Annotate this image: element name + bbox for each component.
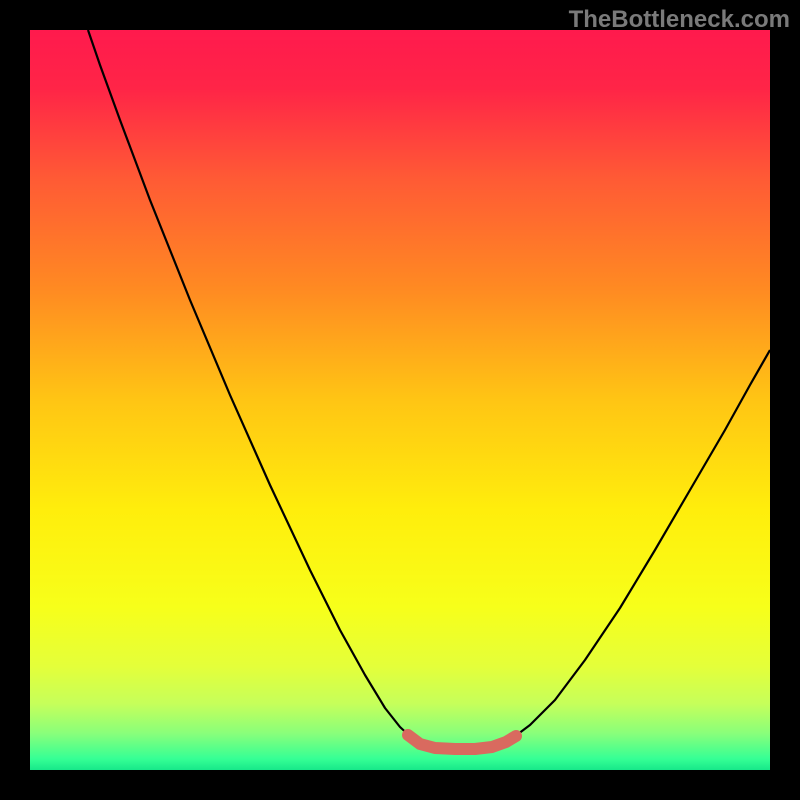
- watermark-text: TheBottleneck.com: [569, 6, 790, 34]
- series-right-curve: [510, 350, 770, 740]
- series-flat-bottom: [408, 735, 516, 749]
- chart-canvas: TheBottleneck.com: [0, 0, 800, 800]
- curves-layer: [30, 30, 770, 770]
- series-left-curve: [88, 30, 413, 739]
